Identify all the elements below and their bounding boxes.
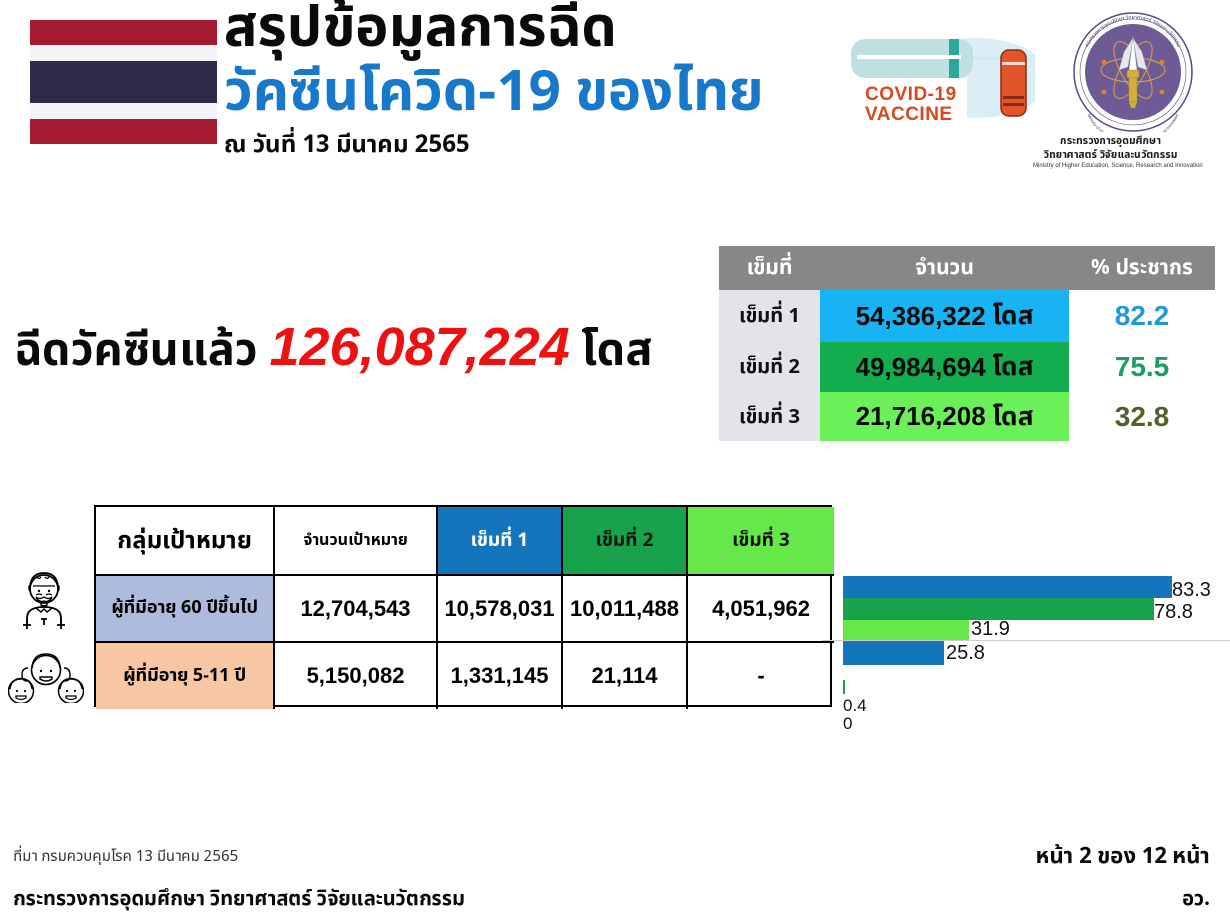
svg-text:VACCINE: VACCINE: [865, 104, 953, 125]
svg-text:COVID-19: COVID-19: [865, 84, 957, 105]
